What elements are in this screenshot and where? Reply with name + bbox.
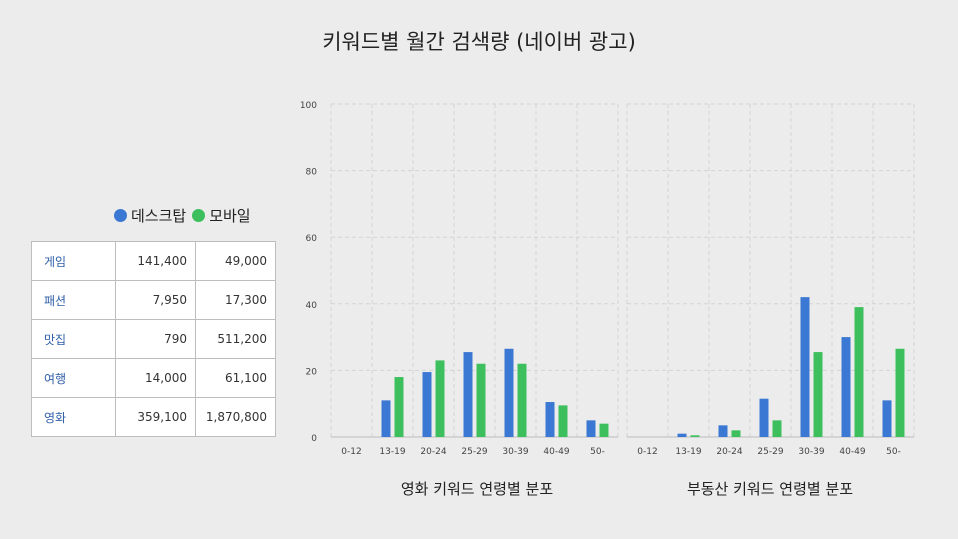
bar-desktop — [504, 348, 514, 437]
x-tick-label: 30-39 — [502, 447, 528, 457]
x-tick-label: 20-24 — [420, 447, 446, 457]
keyword-cell: 영화 — [31, 397, 116, 437]
bar-mobile — [813, 352, 823, 437]
legend: 데스크탑 모바일 — [114, 205, 257, 226]
mobile-volume-cell: 17,300 — [195, 280, 276, 320]
bar-desktop — [759, 398, 769, 437]
bar-desktop — [381, 400, 391, 437]
keyword-volume-table: 게임 141,400 49,000 패션 7,950 17,300 맛집 790… — [31, 241, 276, 437]
legend-swatch-desktop — [114, 209, 127, 222]
bar-mobile — [854, 307, 864, 437]
table-row: 여행 14,000 61,100 — [31, 358, 276, 398]
mobile-volume-cell: 61,100 — [195, 358, 276, 398]
mobile-volume-cell: 49,000 — [195, 241, 276, 281]
x-tick-label: 20-24 — [716, 447, 742, 457]
y-tick-label: 100 — [300, 101, 317, 111]
bar-desktop — [545, 402, 555, 437]
x-tick-label: 25-29 — [461, 447, 487, 457]
bar-desktop — [841, 337, 851, 437]
bar-desktop — [463, 352, 473, 437]
legend-swatch-mobile — [192, 209, 206, 222]
table-row: 패션 7,950 17,300 — [31, 280, 276, 320]
desktop-volume-cell: 14,000 — [115, 358, 196, 398]
chart-title-movie: 영화 키워드 연령별 분포 — [400, 480, 554, 498]
bar-desktop — [422, 372, 432, 437]
desktop-volume-cell: 7,950 — [115, 280, 196, 320]
mobile-volume-cell: 1,870,800 — [195, 397, 276, 437]
bar-mobile — [731, 430, 741, 437]
x-tick-label: 0-12 — [637, 447, 657, 457]
bar-mobile — [558, 405, 568, 437]
x-tick-label: 50- — [590, 447, 605, 457]
desktop-volume-cell: 790 — [115, 319, 196, 359]
legend-label-desktop: 데스크탑 — [131, 207, 187, 225]
table-row: 맛집 790 511,200 — [31, 319, 276, 359]
bar-mobile — [476, 363, 486, 437]
x-tick-label: 25-29 — [757, 447, 783, 457]
x-tick-label: 50- — [886, 447, 901, 457]
y-tick-label: 80 — [306, 168, 318, 178]
bar-mobile — [895, 348, 905, 437]
y-tick-label: 40 — [306, 301, 318, 311]
bar-desktop — [718, 425, 728, 437]
x-tick-label: 40-49 — [543, 447, 569, 457]
bar-mobile — [435, 360, 445, 437]
x-tick-label: 13-19 — [379, 447, 405, 457]
x-tick-label: 13-19 — [675, 447, 701, 457]
x-tick-label: 30-39 — [798, 447, 824, 457]
desktop-volume-cell: 359,100 — [115, 397, 196, 437]
bar-desktop — [586, 420, 596, 437]
legend-label-mobile: 모바일 — [209, 207, 251, 225]
bar-desktop — [882, 400, 892, 437]
y-tick-label: 60 — [306, 234, 318, 244]
x-tick-label: 40-49 — [839, 447, 865, 457]
bar-mobile — [599, 423, 609, 437]
table-row: 영화 359,100 1,870,800 — [31, 397, 276, 437]
bar-mobile — [690, 435, 700, 437]
y-tick-label: 20 — [306, 367, 318, 377]
bar-mobile — [394, 377, 404, 437]
bar-mobile — [517, 363, 527, 437]
keyword-cell: 패션 — [31, 280, 116, 320]
chart-title-realestate: 부동산 키워드 연령별 분포 — [686, 480, 854, 498]
bar-mobile — [772, 420, 782, 437]
page-title: 키워드별 월간 검색량 (네이버 광고) — [322, 30, 636, 54]
bar-desktop — [677, 433, 687, 437]
desktop-volume-cell: 141,400 — [115, 241, 196, 281]
legend-item-mobile: 모바일 — [192, 205, 251, 226]
y-tick-label: 0 — [311, 434, 317, 444]
keyword-cell: 여행 — [31, 358, 116, 398]
x-tick-label: 0-12 — [341, 447, 361, 457]
mobile-volume-cell: 511,200 — [195, 319, 276, 359]
bar-desktop — [800, 297, 810, 437]
legend-item-desktop: 데스크탑 — [114, 205, 186, 226]
